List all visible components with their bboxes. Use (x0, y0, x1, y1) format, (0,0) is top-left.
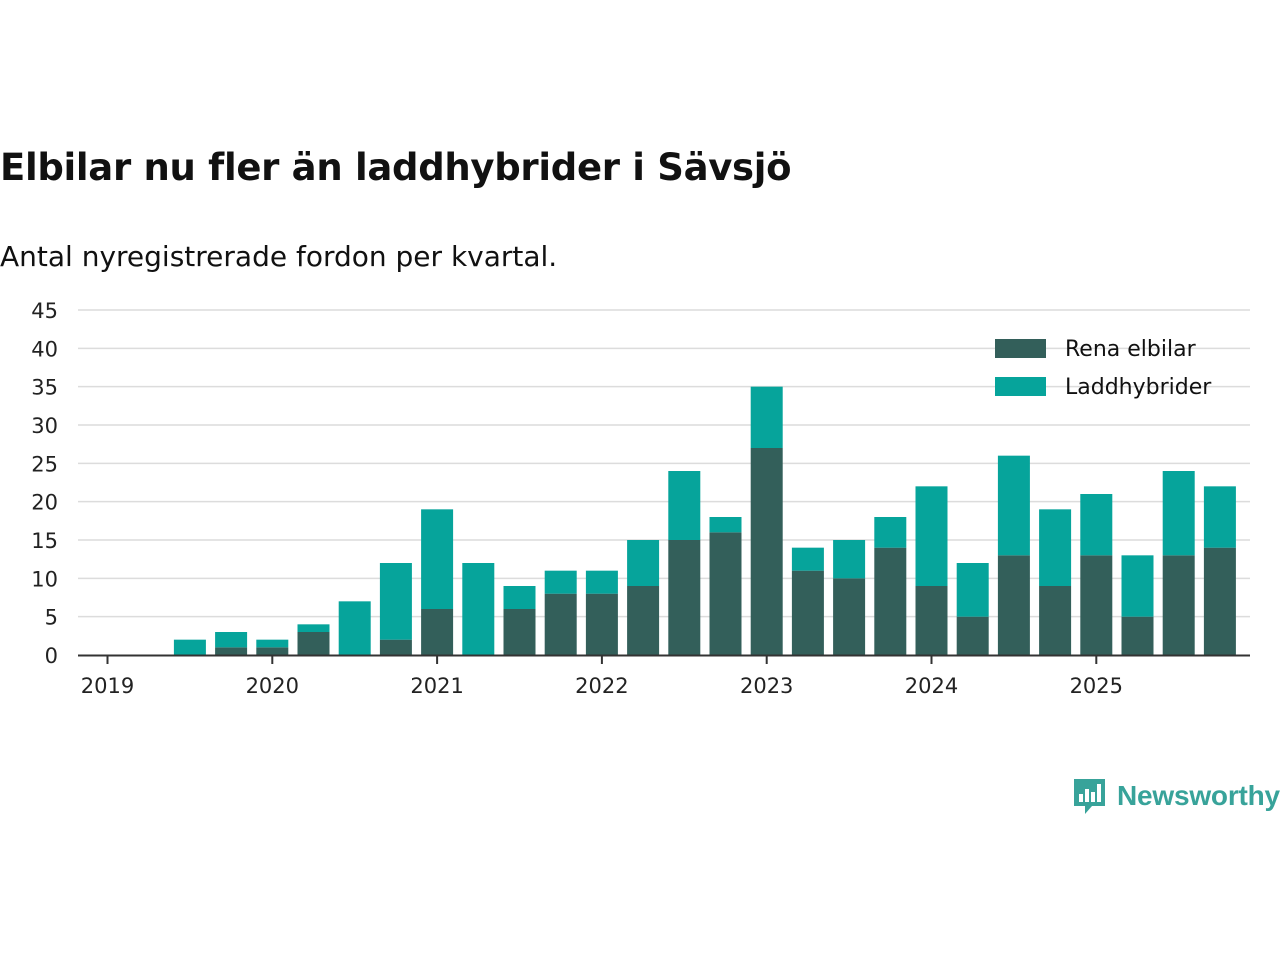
bar-laddhybrider (256, 639, 289, 648)
y-tick-label: 45 (31, 299, 58, 323)
y-tick-label: 5 (45, 606, 58, 630)
newsworthy-logo-icon (1074, 779, 1105, 814)
bar-rena-elbilar (256, 647, 289, 655)
y-axis-ticks: 0 5 10 15 20 25 30 35 40 45 (31, 299, 58, 668)
bar-laddhybrider (915, 486, 948, 586)
y-tick-label: 25 (31, 452, 58, 476)
bar-laddhybrider (709, 517, 742, 533)
bar-rena-elbilar (215, 647, 248, 655)
bar-laddhybrider (1039, 509, 1072, 586)
bar-rena-elbilar (544, 593, 577, 655)
bar-rena-elbilar (791, 570, 824, 655)
bar-rena-elbilar (379, 639, 412, 655)
bars (173, 386, 1236, 655)
brand-logo: Newsworthy (1072, 776, 1280, 816)
y-tick-label: 15 (31, 529, 58, 553)
y-tick-label: 30 (31, 414, 58, 438)
bar-laddhybrider (1080, 494, 1113, 556)
x-tick-label: 2025 (1070, 674, 1123, 698)
bar-laddhybrider (627, 540, 660, 586)
bar-laddhybrider (379, 563, 412, 640)
bar-laddhybrider (833, 540, 866, 579)
bar-laddhybrider (585, 570, 618, 594)
bar-rena-elbilar (503, 609, 536, 655)
x-tick-label: 2021 (410, 674, 463, 698)
bar-laddhybrider (1121, 555, 1154, 617)
x-tick-label: 2020 (246, 674, 299, 698)
x-tick-label: 2022 (575, 674, 628, 698)
x-tick-label: 2023 (740, 674, 793, 698)
bar-rena-elbilar (915, 586, 948, 655)
bar-rena-elbilar (997, 555, 1030, 655)
bar-rena-elbilar (833, 578, 866, 655)
bar-laddhybrider (503, 586, 536, 609)
bar-laddhybrider (215, 632, 248, 648)
bar-laddhybrider (462, 563, 495, 655)
bar-laddhybrider (668, 471, 701, 540)
bar-rena-elbilar (956, 616, 989, 655)
bar-rena-elbilar (421, 609, 454, 655)
bar-laddhybrider (874, 517, 907, 548)
bar-rena-elbilar (1080, 555, 1113, 655)
x-tick-label: 2024 (905, 674, 958, 698)
bar-rena-elbilar (874, 547, 907, 655)
legend-label-laddhybrider: Laddhybrider (1065, 375, 1212, 400)
chart-title: Elbilar nu fler än laddhybrider i Sävsjö (0, 146, 792, 189)
bar-rena-elbilar (585, 593, 618, 655)
bar-rena-elbilar (750, 448, 783, 655)
bar-laddhybrider (1162, 471, 1195, 556)
chart-subtitle: Antal nyregistrerade fordon per kvartal. (0, 240, 558, 273)
bar-laddhybrider (750, 386, 783, 448)
bar-laddhybrider (338, 601, 371, 655)
bar-rena-elbilar (627, 586, 660, 655)
y-tick-label: 40 (31, 337, 58, 361)
bar-laddhybrider (1203, 486, 1236, 548)
bar-rena-elbilar (297, 632, 330, 655)
brand-name: Newsworthy (1117, 780, 1280, 811)
legend-label-rena-elbilar: Rena elbilar (1065, 337, 1197, 362)
bar-rena-elbilar (1039, 586, 1072, 655)
bar-laddhybrider (173, 639, 206, 655)
legend: Rena elbilar Laddhybrider (995, 337, 1212, 400)
bar-laddhybrider (421, 509, 454, 609)
legend-swatch-rena-elbilar (995, 339, 1046, 358)
bar-laddhybrider (997, 455, 1030, 556)
bar-laddhybrider (297, 624, 330, 632)
bar-laddhybrider (956, 563, 989, 617)
bar-rena-elbilar (1203, 547, 1236, 655)
y-tick-label: 35 (31, 376, 58, 400)
bar-rena-elbilar (709, 532, 742, 655)
bar-laddhybrider (544, 570, 577, 594)
y-tick-label: 10 (31, 567, 58, 591)
bar-rena-elbilar (668, 540, 701, 655)
bar-rena-elbilar (1162, 555, 1195, 655)
bar-laddhybrider (791, 547, 824, 571)
legend-swatch-laddhybrider (995, 377, 1046, 396)
x-axis-ticks: 2019 2020 2021 2022 2023 2024 2025 (81, 655, 1123, 698)
y-tick-label: 20 (31, 491, 58, 515)
y-tick-label: 0 (45, 644, 58, 668)
gridlines (78, 309, 1250, 618)
bar-rena-elbilar (1121, 616, 1154, 655)
x-tick-label: 2019 (81, 674, 134, 698)
